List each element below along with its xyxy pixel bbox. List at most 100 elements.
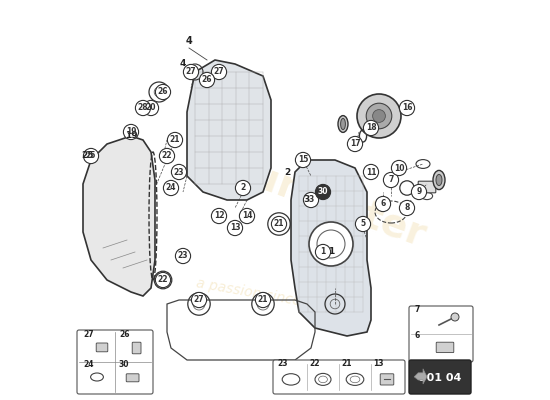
Text: 10: 10 — [394, 164, 404, 172]
Circle shape — [392, 160, 406, 176]
Circle shape — [191, 292, 207, 308]
Text: 27: 27 — [186, 68, 196, 76]
Text: 13: 13 — [230, 224, 240, 232]
Circle shape — [355, 216, 371, 232]
Circle shape — [366, 103, 392, 129]
Polygon shape — [187, 60, 271, 200]
Circle shape — [315, 184, 331, 200]
Circle shape — [175, 248, 191, 264]
Text: 21: 21 — [274, 220, 284, 228]
Text: 23: 23 — [178, 252, 188, 260]
Text: 4: 4 — [186, 36, 192, 46]
Text: 19: 19 — [126, 128, 136, 136]
Text: 1: 1 — [320, 248, 326, 256]
Circle shape — [309, 222, 353, 266]
Text: 19: 19 — [125, 132, 138, 140]
Circle shape — [172, 164, 186, 180]
Text: 20: 20 — [146, 104, 156, 112]
FancyBboxPatch shape — [436, 342, 454, 353]
Text: 1: 1 — [328, 248, 334, 256]
Text: 8: 8 — [404, 204, 410, 212]
Text: 14: 14 — [242, 212, 252, 220]
Ellipse shape — [338, 116, 348, 132]
Ellipse shape — [433, 170, 445, 190]
Circle shape — [156, 84, 170, 100]
Text: 12: 12 — [214, 212, 224, 220]
Circle shape — [315, 244, 331, 260]
Text: 17: 17 — [350, 140, 360, 148]
Circle shape — [348, 136, 362, 152]
Text: 27: 27 — [214, 68, 224, 76]
FancyBboxPatch shape — [409, 360, 471, 394]
Text: 7: 7 — [388, 176, 394, 184]
Text: 13: 13 — [373, 359, 383, 368]
Circle shape — [183, 64, 199, 80]
Text: 30: 30 — [119, 360, 129, 369]
Text: 26: 26 — [202, 76, 212, 84]
Circle shape — [451, 313, 459, 321]
Circle shape — [271, 216, 287, 232]
Text: 26: 26 — [158, 88, 168, 96]
Text: 28: 28 — [138, 104, 148, 112]
FancyBboxPatch shape — [409, 306, 473, 362]
Polygon shape — [414, 369, 427, 384]
FancyBboxPatch shape — [418, 181, 436, 193]
Text: 26: 26 — [119, 330, 129, 339]
Ellipse shape — [436, 174, 442, 186]
Text: 27: 27 — [194, 296, 204, 304]
Text: 5: 5 — [360, 220, 366, 228]
Circle shape — [211, 208, 227, 224]
Circle shape — [411, 184, 427, 200]
FancyBboxPatch shape — [380, 374, 394, 385]
FancyBboxPatch shape — [77, 330, 153, 394]
Circle shape — [376, 196, 390, 212]
Text: 11: 11 — [366, 168, 376, 176]
Circle shape — [295, 152, 311, 168]
FancyBboxPatch shape — [126, 374, 139, 382]
Circle shape — [211, 64, 227, 80]
Circle shape — [160, 148, 174, 164]
Text: 9: 9 — [416, 188, 422, 196]
Text: 30: 30 — [318, 188, 328, 196]
Text: 3: 3 — [309, 196, 313, 204]
Circle shape — [167, 132, 183, 148]
Text: 7: 7 — [414, 305, 420, 314]
Text: 301 04: 301 04 — [419, 373, 461, 383]
Text: 6: 6 — [381, 200, 386, 208]
Text: 21: 21 — [170, 136, 180, 144]
Text: 23: 23 — [277, 359, 288, 368]
Text: 22: 22 — [309, 359, 320, 368]
Circle shape — [255, 292, 271, 308]
Text: 27: 27 — [83, 330, 94, 339]
Text: 23: 23 — [174, 168, 184, 176]
Circle shape — [227, 220, 243, 236]
Circle shape — [200, 72, 215, 88]
Text: 2: 2 — [240, 184, 246, 192]
Text: 15: 15 — [298, 156, 308, 164]
Circle shape — [144, 100, 158, 116]
Circle shape — [135, 100, 151, 116]
Text: 24: 24 — [166, 184, 176, 192]
Text: 16: 16 — [402, 104, 412, 112]
Text: 21: 21 — [258, 296, 268, 304]
Circle shape — [383, 172, 399, 188]
Text: 24: 24 — [83, 360, 94, 369]
Circle shape — [364, 120, 378, 136]
Circle shape — [235, 180, 251, 196]
Text: 22: 22 — [162, 152, 172, 160]
Text: a passion since 1985: a passion since 1985 — [195, 276, 341, 315]
Text: 3: 3 — [304, 196, 310, 204]
Polygon shape — [291, 160, 371, 336]
Circle shape — [156, 272, 170, 288]
Circle shape — [399, 100, 415, 116]
Ellipse shape — [340, 118, 345, 130]
Circle shape — [372, 110, 386, 122]
Circle shape — [239, 208, 255, 224]
Text: 6: 6 — [414, 331, 420, 340]
FancyBboxPatch shape — [132, 342, 141, 354]
Circle shape — [123, 124, 139, 140]
Polygon shape — [83, 136, 155, 296]
Circle shape — [364, 164, 378, 180]
Circle shape — [84, 148, 98, 164]
Text: 21: 21 — [341, 359, 351, 368]
